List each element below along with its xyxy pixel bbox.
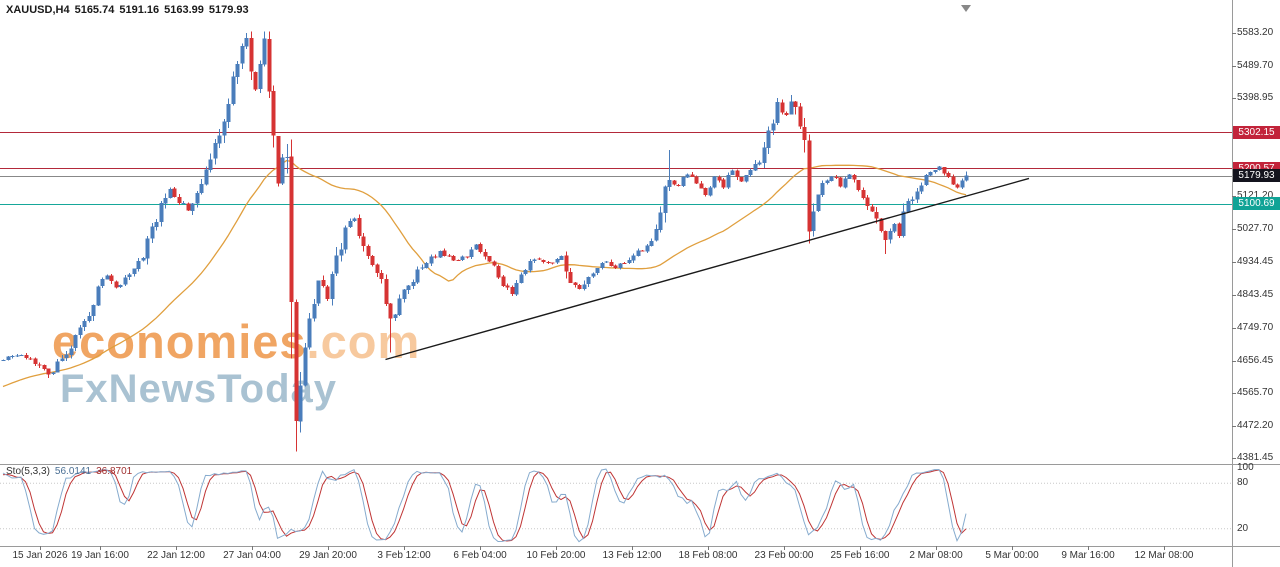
time-axis-label: 5 Mar 00:00 xyxy=(985,550,1039,561)
watermark-line2: FxNewsToday xyxy=(60,367,337,411)
price-axis-label: 4934.45 xyxy=(1237,256,1274,267)
price-flag-resistance[interactable]: 5302.15 xyxy=(1233,126,1280,139)
chart-shift-marker[interactable] xyxy=(961,5,971,12)
stochastic-name: Sto(5,3,3) xyxy=(6,466,50,477)
time-axis-label: 6 Feb 04:00 xyxy=(453,550,507,561)
stochastic-axis-label: 20 xyxy=(1237,523,1249,534)
time-axis-label: 25 Feb 16:00 xyxy=(830,550,890,561)
price-axis-label: 5489.70 xyxy=(1237,60,1274,71)
price-axis-label: 5583.20 xyxy=(1237,27,1274,38)
time-axis-label: 19 Jan 16:00 xyxy=(71,550,129,561)
price-flag-current-price[interactable]: 5179.93 xyxy=(1233,169,1280,182)
price-flag-support[interactable]: 5100.69 xyxy=(1233,197,1280,210)
price-axis-label: 4843.45 xyxy=(1237,289,1274,300)
time-axis-label: 22 Jan 12:00 xyxy=(147,550,205,561)
time-axis-label: 9 Mar 16:00 xyxy=(1061,550,1115,561)
price-axis-label: 4749.70 xyxy=(1237,322,1274,333)
stochastic-signal-line xyxy=(2,469,967,542)
ascending-trendline[interactable] xyxy=(385,177,1030,361)
time-axis-label: 29 Jan 20:00 xyxy=(299,550,357,561)
time-axis-label: 15 Jan 2026 xyxy=(12,550,68,561)
stochastic-main-line xyxy=(2,468,967,543)
price-axis-label: 4656.45 xyxy=(1237,355,1274,366)
symbol-period-label: XAUUSD,H4 xyxy=(6,4,70,16)
open-value: 5165.74 xyxy=(74,4,115,16)
watermark-economies: economies.com FxNewsToday xyxy=(52,318,420,409)
close-value: 5179.93 xyxy=(208,4,249,16)
low-value: 5163.99 xyxy=(164,4,204,16)
time-axis-label: 13 Feb 12:00 xyxy=(602,550,662,561)
price-axis-label: 4565.70 xyxy=(1237,387,1274,398)
time-axis-label: 18 Feb 08:00 xyxy=(678,550,738,561)
stochastic-d-value: 36.8701 xyxy=(96,466,133,477)
stochastic-k-value: 56.0141 xyxy=(54,466,92,477)
watermark-line1: economies xyxy=(52,315,307,368)
time-axis-label: 23 Feb 00:00 xyxy=(754,550,814,561)
watermark-line1-suffix: .com xyxy=(306,315,421,368)
time-axis-label: 10 Feb 20:00 xyxy=(526,550,586,561)
price-axis-label: 5398.95 xyxy=(1237,92,1274,103)
time-axis-label: 27 Jan 04:00 xyxy=(223,550,281,561)
price-axis-label: 4381.45 xyxy=(1237,452,1274,463)
time-axis-label: 2 Mar 08:00 xyxy=(909,550,963,561)
price-axis-label: 4472.20 xyxy=(1237,420,1274,431)
stochastic-axis-label: 100 xyxy=(1237,462,1254,473)
chart-header: XAUUSD,H4 5165.74 5191.16 5163.99 5179.93 xyxy=(6,4,254,16)
stochastic-axis-label: 80 xyxy=(1237,477,1249,488)
price-axis-label: 5027.70 xyxy=(1237,223,1274,234)
candlesticks xyxy=(1,31,969,452)
moving-average-line[interactable] xyxy=(2,159,967,388)
high-value: 5191.16 xyxy=(119,4,160,16)
time-axis-label: 12 Mar 08:00 xyxy=(1134,550,1194,561)
horizontal-level-lines[interactable] xyxy=(0,132,1232,205)
stochastic-header: Sto(5,3,3) 56.0141 36.8701 xyxy=(6,466,137,477)
time-axis-label: 3 Feb 12:00 xyxy=(377,550,431,561)
price-axis-label: 5121.20 xyxy=(1237,190,1274,201)
